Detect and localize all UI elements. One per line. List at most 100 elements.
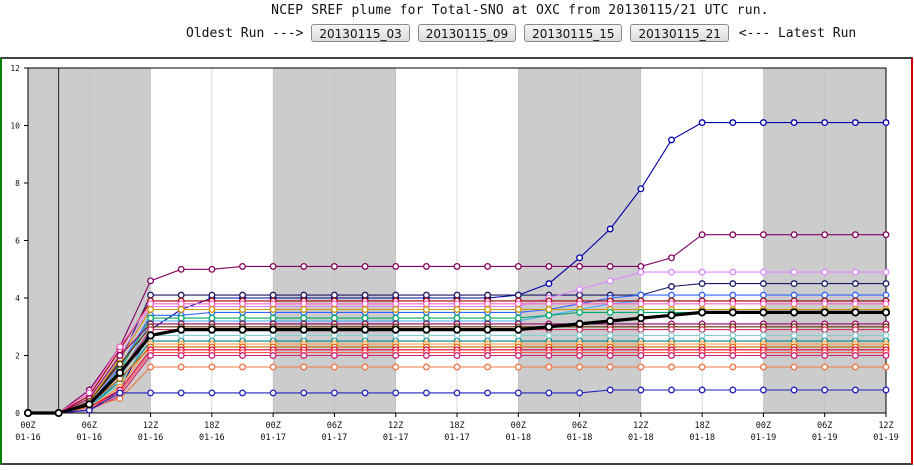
member-point [330, 306, 338, 313]
ensemble-mean-point [759, 308, 768, 317]
member-point [882, 291, 890, 299]
member-point [239, 363, 246, 371]
x-tick-label-date: 01-19 [751, 433, 777, 443]
member-point [882, 231, 890, 239]
ensemble-mean-point [544, 322, 554, 331]
member-point [269, 262, 277, 270]
run-button-1[interactable]: 20130115_03 [311, 24, 410, 42]
member-point [759, 363, 767, 371]
member-series-2 [24, 280, 890, 417]
member-point [698, 363, 706, 371]
member-point [545, 352, 553, 359]
member-point [882, 300, 890, 308]
member-point [392, 314, 400, 322]
member-point [422, 300, 430, 308]
member-point [821, 363, 829, 371]
x-tick-label-time: 18Z [449, 421, 464, 431]
member-point [116, 389, 124, 397]
member-point [422, 363, 430, 371]
member-point [698, 386, 706, 394]
member-point [330, 262, 338, 270]
member-point [392, 363, 400, 371]
member-point [514, 300, 522, 308]
member-point [453, 314, 461, 322]
member-point [300, 262, 308, 270]
member-point [759, 326, 767, 334]
member-point [698, 331, 706, 339]
ensemble-mean-point [299, 325, 308, 334]
member-point [790, 231, 798, 239]
member-point [851, 386, 859, 394]
member-point [545, 363, 553, 371]
run-button-4[interactable]: 20130115_21 [630, 24, 729, 42]
member-point [392, 306, 400, 313]
member-point [208, 265, 216, 273]
member-point [300, 291, 308, 299]
ensemble-mean-point [667, 311, 676, 320]
member-point [606, 331, 614, 339]
member-point [453, 300, 461, 308]
member-point [668, 326, 675, 334]
member-point [147, 389, 155, 397]
member-point [177, 306, 185, 313]
member-point [116, 343, 124, 351]
member-point [300, 306, 308, 313]
member-point [729, 119, 737, 127]
member-point [239, 262, 246, 270]
member-point [269, 363, 277, 371]
y-tick-label: 12 [10, 64, 20, 73]
member-point [208, 389, 216, 397]
member-point [330, 314, 338, 322]
member-point [637, 262, 645, 270]
member-point [269, 306, 277, 313]
member-point [851, 352, 859, 359]
member-point [790, 331, 798, 339]
member-point [729, 352, 737, 359]
member-point [177, 300, 185, 308]
member-point [729, 291, 737, 299]
member-point [882, 363, 890, 371]
ensemble-mean-point [85, 400, 94, 409]
member-point [821, 268, 829, 276]
member-point [545, 262, 553, 270]
member-point [269, 300, 277, 308]
member-point [545, 280, 553, 288]
ensemble-mean-point [23, 408, 33, 418]
member-point [177, 363, 185, 371]
member-point [576, 352, 584, 359]
member-point [361, 300, 369, 308]
member-point [637, 386, 645, 394]
x-tick-label-date: 01-17 [444, 433, 470, 443]
member-point [759, 280, 767, 288]
member-point [606, 363, 614, 371]
run-button-3[interactable]: 20130115_15 [524, 24, 623, 42]
x-tick-label-time: 00Z [511, 421, 526, 431]
member-point [637, 331, 645, 339]
member-point [821, 331, 829, 339]
x-tick-label-time: 06Z [82, 421, 97, 431]
member-point [239, 291, 246, 299]
member-point [576, 300, 584, 308]
member-point [484, 352, 492, 359]
ensemble-mean-point [54, 408, 63, 418]
member-point [361, 314, 369, 322]
member-point [668, 291, 675, 299]
member-point [882, 280, 890, 288]
member-series-7 [24, 300, 890, 417]
run-button-2[interactable]: 20130115_09 [417, 24, 517, 42]
member-point [484, 363, 492, 371]
member-point [147, 291, 155, 299]
member-point [239, 389, 246, 397]
member-point [453, 262, 461, 270]
member-point [239, 300, 246, 308]
member-point [147, 300, 155, 308]
member-point [790, 291, 798, 299]
member-point [759, 119, 767, 127]
member-point [576, 254, 584, 262]
member-point [484, 306, 492, 313]
chart-title: NCEP SREF plume for Total-SNO at OXC fro… [271, 3, 769, 18]
ensemble-mean-point [483, 325, 492, 334]
member-point [729, 331, 737, 339]
x-tick-label-date: 01-16 [76, 433, 102, 443]
member-point [147, 352, 155, 359]
